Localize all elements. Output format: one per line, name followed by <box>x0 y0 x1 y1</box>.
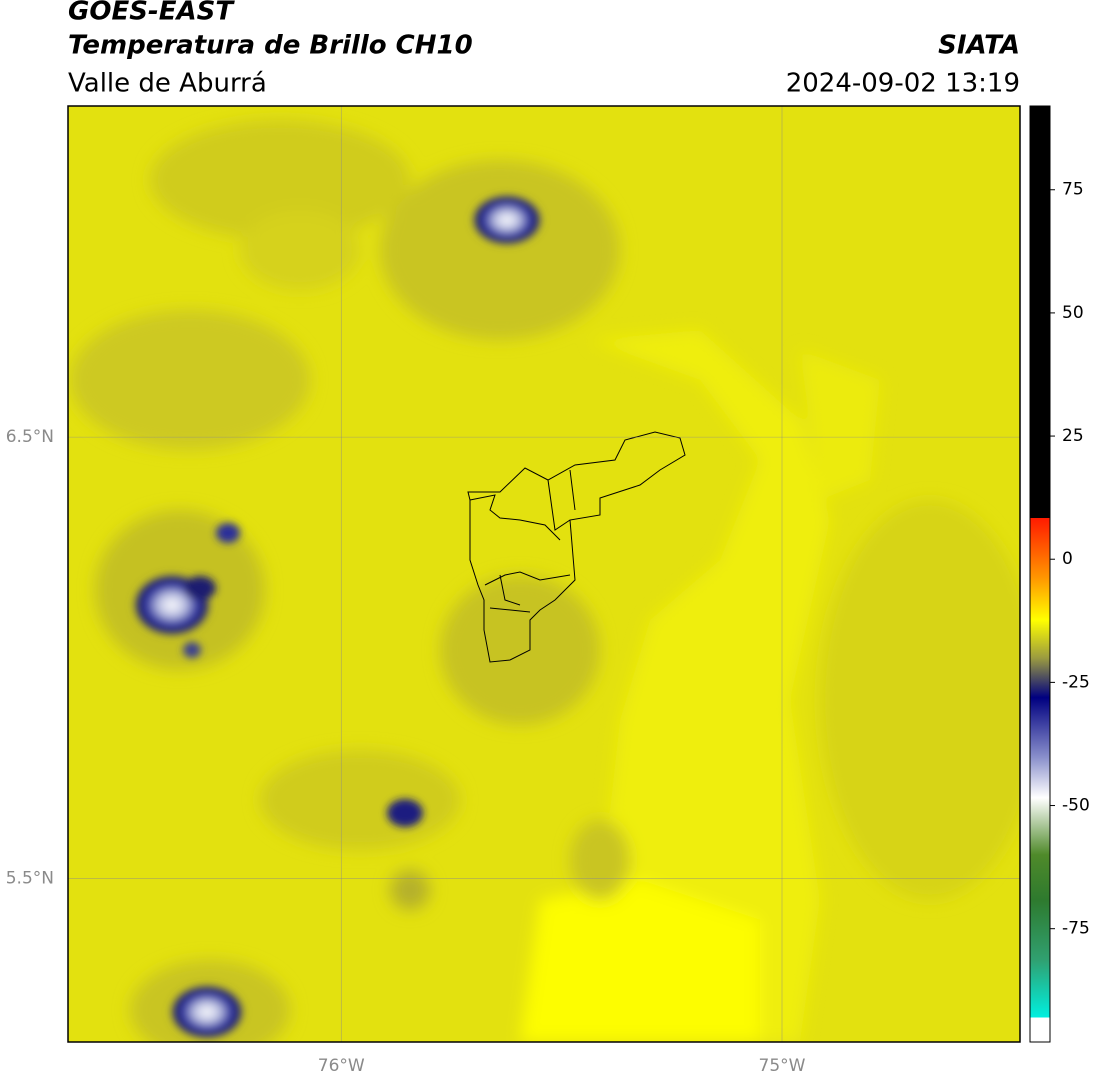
datetime: 2024-09-02 13:19 <box>786 69 1020 99</box>
source: SIATA <box>938 31 1020 61</box>
lat-label: 6.5°N <box>6 427 54 447</box>
lon-label: 75°W <box>759 1056 806 1076</box>
colorbar-tick-label: -25 <box>1062 672 1090 692</box>
lat-label: 5.5°N <box>6 869 54 889</box>
map-frame <box>67 105 1021 1043</box>
grid <box>68 106 1020 1042</box>
imagery <box>68 106 1020 1042</box>
colorbar-tick-label: -75 <box>1062 919 1090 939</box>
colorbar-tick-label: 0 <box>1062 549 1073 569</box>
colorbar-tick-label: 75 <box>1062 180 1084 200</box>
subtitle: Temperatura de Brillo CH10 <box>68 31 473 61</box>
title: GOES-EAST <box>68 0 235 27</box>
lon-label: 76°W <box>318 1056 365 1076</box>
colorbar <box>1029 105 1051 1043</box>
colorbar-tick-label: 50 <box>1062 303 1084 323</box>
region: Valle de Aburrá <box>68 69 267 99</box>
colorbar-tick-label: 25 <box>1062 426 1084 446</box>
colorbar-tick-label: -50 <box>1062 796 1090 816</box>
